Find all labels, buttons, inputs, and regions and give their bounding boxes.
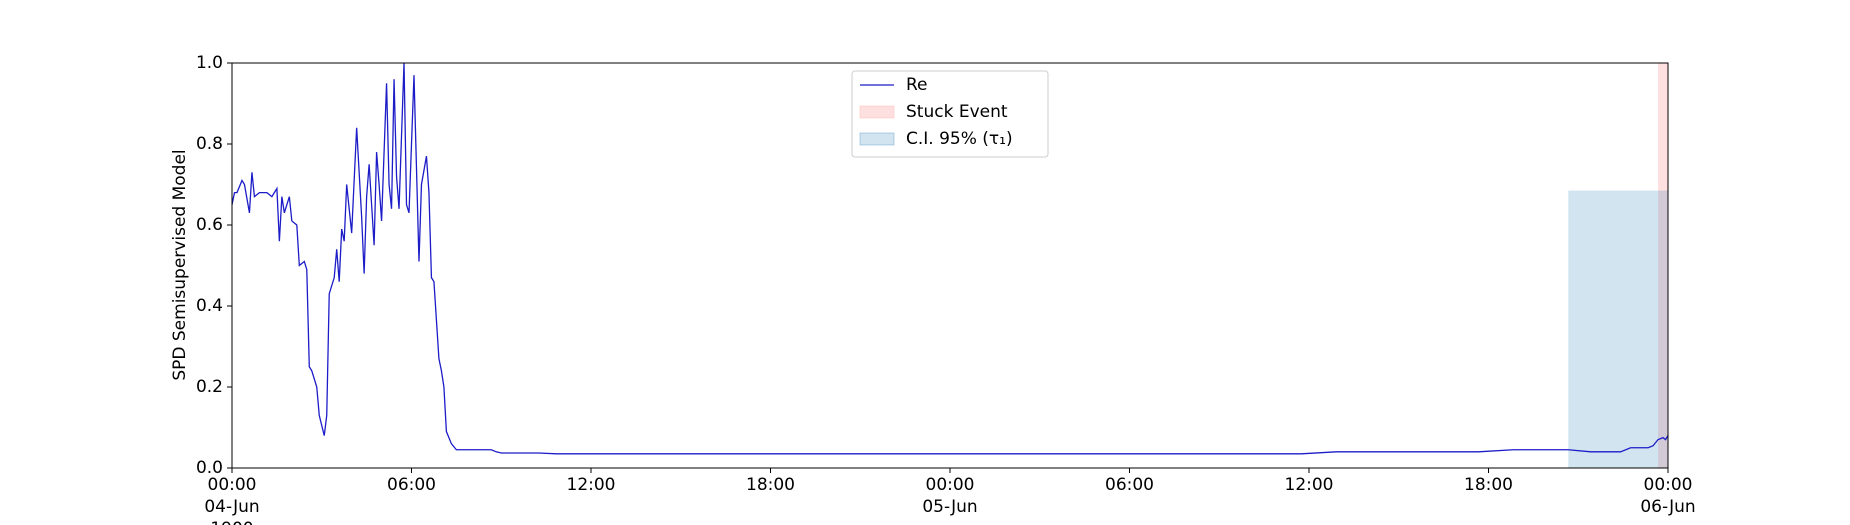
x-tick-label: 12:00 — [567, 475, 616, 495]
legend-label: Stuck Event — [906, 102, 1008, 122]
x-tick-label: 00:00 — [1644, 475, 1693, 495]
x-tick-label: 18:00 — [746, 475, 795, 495]
legend-label: C.I. 95% (τ₁) — [906, 129, 1013, 149]
legend-swatch — [859, 105, 895, 119]
y-axis-label: SPD Semisupervised Model — [170, 149, 190, 380]
y-tick-label: 0.6 — [196, 215, 223, 235]
line — [231, 62, 1669, 455]
legend-box — [851, 70, 1049, 158]
legend-swatch — [859, 132, 895, 146]
x-tick-label: 04-Jun — [204, 497, 259, 517]
x-tick-label: 1900 — [210, 519, 253, 525]
x-tick-label: 05-Jun — [922, 497, 977, 517]
x-tick-label: 06-Jun — [1640, 497, 1695, 517]
y-tick-label: 1.0 — [196, 53, 223, 73]
span — [1568, 190, 1668, 468]
x-tick-label: 06:00 — [1105, 475, 1154, 495]
x-tick-label: 12:00 — [1285, 475, 1334, 495]
y-tick-label: 0.0 — [196, 458, 223, 478]
span — [1658, 63, 1668, 468]
y-tick-label: 0.2 — [196, 377, 223, 397]
x-tick-label: 06:00 — [387, 475, 436, 495]
x-tick-label: 18:00 — [1464, 475, 1513, 495]
x-tick-label: 00:00 — [208, 475, 257, 495]
x-tick-label: 00:00 — [926, 475, 975, 495]
plot-frame — [231, 62, 1669, 469]
y-tick-label: 0.8 — [196, 134, 223, 154]
legend-label: Re — [906, 75, 928, 95]
y-tick-label: 0.4 — [196, 296, 223, 316]
